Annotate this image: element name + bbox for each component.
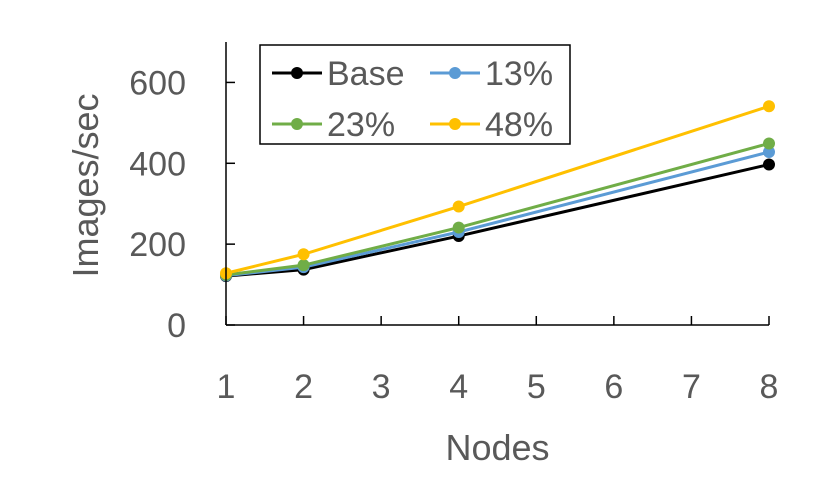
data-point — [297, 248, 310, 261]
ticks-layer: 1 2 3 4 5 6 7 8 0 200 400 600 — [129, 64, 778, 406]
x-tick-label: 7 — [682, 368, 701, 406]
legend-marker — [449, 67, 461, 79]
x-tick-label: 1 — [217, 368, 236, 406]
y-tick-label: 600 — [129, 64, 186, 102]
legend-label: 48% — [485, 106, 553, 144]
x-tick-label: 6 — [604, 368, 623, 406]
legend-marker — [291, 67, 303, 79]
series-48pct — [220, 100, 775, 280]
x-tick-label: 3 — [372, 368, 391, 406]
data-point — [297, 259, 310, 272]
legend-box — [259, 44, 571, 145]
y-axis-title: Images/sec — [65, 93, 106, 277]
legend-item: 13% — [430, 55, 553, 93]
y-tick-label: 0 — [167, 307, 186, 345]
x-tick-label: 4 — [449, 368, 468, 406]
legend-marker — [449, 118, 461, 130]
legend: Base 13% 23% 48% — [259, 44, 571, 145]
y-tick-label: 400 — [129, 145, 186, 183]
legend-item: 48% — [430, 106, 553, 144]
y-tick-label: 200 — [129, 226, 186, 264]
legend-label: Base — [327, 55, 405, 93]
legend-marker — [291, 118, 303, 130]
x-tick-label: 5 — [527, 368, 546, 406]
data-point — [452, 221, 465, 234]
data-point — [763, 145, 775, 158]
legend-item: Base — [272, 55, 405, 93]
x-tick-label: 8 — [760, 368, 779, 406]
data-point — [763, 158, 775, 171]
x-axis-title: Nodes — [445, 427, 549, 468]
legend-label: 13% — [485, 55, 553, 93]
data-point — [763, 100, 775, 113]
legend-label: 23% — [327, 106, 395, 144]
series-line — [225, 163, 770, 278]
data-point — [763, 137, 775, 150]
legend-item: 23% — [272, 106, 395, 144]
x-tick-label: 2 — [294, 368, 313, 406]
axes-layer — [225, 42, 769, 326]
data-point — [452, 200, 465, 213]
series-line — [225, 104, 770, 275]
series-layer — [220, 100, 775, 283]
series-line — [225, 142, 770, 277]
